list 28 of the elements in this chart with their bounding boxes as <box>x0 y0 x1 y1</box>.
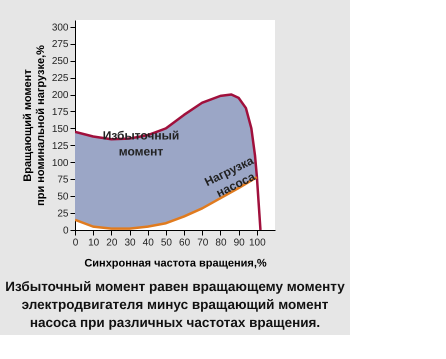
y-tick-label: 300 <box>52 22 69 34</box>
x-tick-label: 80 <box>215 238 227 248</box>
x-tick-label: 10 <box>88 238 100 248</box>
x-axis-title: Синхронная частота вращения,% <box>84 258 267 270</box>
x-tick-label: 100 <box>248 238 266 248</box>
y-tick-label: 175 <box>52 106 69 118</box>
y-tick-label: 100 <box>52 158 69 169</box>
x-tick-label: 20 <box>106 238 118 248</box>
x-tick-label: 60 <box>179 238 191 248</box>
y-tick-label: 50 <box>57 192 69 203</box>
x-tick-label: 70 <box>197 238 209 248</box>
y-tick-label: 250 <box>52 56 69 68</box>
x-tick-label: 90 <box>234 238 246 248</box>
y-tick-label: 200 <box>52 90 69 102</box>
y-tick-label: 0 <box>62 226 69 236</box>
y-axis-title: Вращающий момент при номинальной нагрузке,% <box>22 44 47 206</box>
y-tick-label: 150 <box>52 124 69 135</box>
y-tick-label: 225 <box>52 73 69 84</box>
x-tick-label: 40 <box>142 238 154 248</box>
y-tick-label: 75 <box>57 174 69 186</box>
x-tick-label: 30 <box>124 238 136 248</box>
y-tick-label: 125 <box>52 140 69 152</box>
y-tick-label: 275 <box>52 39 69 50</box>
x-tick-label: 50 <box>160 238 172 248</box>
text: Избыточный момент равен вращающему моменту электродвигателя минус вращающий момент насоса при различных частотах вращения. <box>5 279 346 330</box>
y-tick-label: 25 <box>57 208 69 220</box>
annotation: Избыточный момент <box>102 128 180 158</box>
x-tick-label: 0 <box>72 238 79 248</box>
